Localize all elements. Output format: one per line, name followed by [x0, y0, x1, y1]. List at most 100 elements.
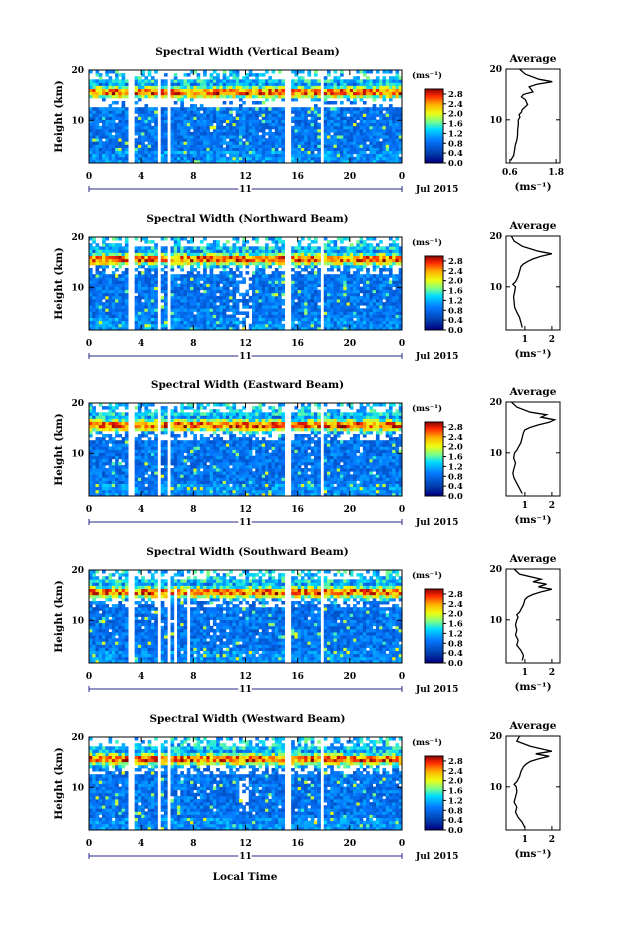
- heatmap-cell: [310, 283, 315, 287]
- heatmap-cell: [330, 286, 334, 291]
- heatmap-cell: [359, 150, 364, 155]
- heatmap-cell: [118, 320, 122, 325]
- heatmap-cell: [170, 85, 175, 89]
- heatmap-cell: [115, 122, 119, 127]
- heatmap-cell: [333, 305, 338, 309]
- colorbar-segment: [425, 120, 443, 123]
- heatmap-cell: [353, 91, 357, 96]
- heatmap-cell: [232, 277, 237, 281]
- heatmap-cell: [141, 249, 145, 253]
- heatmap-cell: [232, 150, 237, 155]
- heatmap-cell: [186, 317, 191, 322]
- heatmap-cell: [92, 483, 96, 488]
- heatmap-cell: [346, 122, 351, 127]
- heatmap-cell: [177, 128, 181, 133]
- heatmap-cell: [265, 70, 269, 74]
- heatmap-cell: [186, 252, 191, 256]
- heatmap-cell: [258, 320, 263, 325]
- heatmap-cell: [203, 153, 207, 158]
- heatmap-cell: [134, 128, 139, 133]
- heatmap-cell: [173, 302, 178, 306]
- heatmap-cell: [98, 461, 103, 466]
- heatmap-cell: [392, 320, 396, 325]
- heatmap-cell: [141, 82, 145, 86]
- heatmap-cell: [154, 271, 158, 275]
- heatmap-cell: [212, 144, 217, 148]
- heatmap-cell: [395, 261, 400, 266]
- heatmap-cell: [177, 274, 181, 278]
- heatmap-cell: [291, 246, 295, 250]
- heatmap-cell: [372, 156, 377, 161]
- heatmap-cell: [300, 311, 305, 315]
- heatmap-cell: [216, 311, 220, 315]
- heatmap-cell: [307, 323, 312, 328]
- heatmap-cell: [297, 246, 302, 250]
- heatmap-cell: [105, 132, 109, 136]
- heatmap-cell: [382, 302, 387, 306]
- heatmap-cell: [118, 326, 122, 331]
- heatmap-cell: [180, 280, 184, 284]
- heatmap-cell: [349, 144, 354, 148]
- heatmap-cell: [180, 107, 184, 111]
- heatmap-cell: [248, 249, 253, 253]
- colorbar-tick-label: 2.8: [448, 257, 463, 267]
- heatmap-cell: [349, 101, 354, 105]
- heatmap-cell: [291, 249, 295, 253]
- heatmap-cell: [92, 119, 96, 124]
- heatmap-cell: [222, 261, 227, 266]
- heatmap-cell: [359, 135, 364, 139]
- heatmap-cell: [206, 305, 211, 309]
- heatmap-cell: [261, 132, 266, 136]
- heatmap-cell: [219, 314, 224, 318]
- heatmap-cell: [222, 85, 227, 89]
- heatmap-cell: [163, 286, 168, 291]
- colorbar-segment: [425, 298, 443, 301]
- heatmap-cell: [163, 317, 168, 322]
- heatmap-cell: [313, 144, 318, 148]
- heatmap-cell: [274, 280, 279, 284]
- heatmap-cell: [333, 150, 338, 155]
- heatmap-cell: [388, 125, 393, 130]
- heatmap-cell: [219, 277, 224, 281]
- heatmap-cell: [212, 113, 217, 117]
- heatmap-cell: [209, 107, 214, 111]
- heatmap-cell: [92, 320, 96, 325]
- heatmap-cell: [102, 116, 106, 120]
- heatmap-cell: [323, 283, 328, 287]
- heatmap-cell: [105, 314, 109, 318]
- heatmap-cell: [222, 252, 227, 256]
- heatmap-cell: [209, 320, 214, 325]
- heatmap-cell: [219, 246, 224, 250]
- heatmap-cell: [108, 85, 113, 89]
- heatmap-cell: [392, 141, 396, 145]
- heatmap-cell: [144, 125, 149, 130]
- heatmap-cell: [173, 82, 178, 86]
- heatmap-cell: [235, 147, 240, 151]
- heatmap-cell: [206, 107, 211, 111]
- heatmap-cell: [134, 79, 139, 83]
- heatmap-cell: [115, 153, 119, 158]
- heatmap-cell: [134, 159, 139, 164]
- heatmap-cell: [203, 116, 207, 120]
- x-tick-label: 20: [344, 172, 357, 182]
- heatmap-cell: [209, 76, 214, 80]
- heatmap-cell: [353, 252, 357, 256]
- heatmap-cell: [278, 295, 282, 300]
- heatmap-cell: [366, 135, 370, 139]
- heatmap-cell: [124, 125, 129, 130]
- heatmap-cell: [203, 110, 207, 114]
- heatmap-cell: [134, 274, 139, 278]
- heatmap-cell: [362, 249, 367, 253]
- heatmap-cell: [353, 82, 357, 86]
- heatmap-cell: [349, 82, 354, 86]
- heatmap-cell: [300, 292, 305, 297]
- heatmap-cell: [353, 283, 357, 287]
- heatmap-cell: [121, 110, 126, 114]
- heatmap-cell: [346, 138, 351, 142]
- heatmap-cell: [359, 277, 364, 281]
- heatmap-cell: [336, 113, 341, 117]
- heatmap-cell: [274, 153, 279, 158]
- heatmap-cell: [160, 94, 165, 99]
- heatmap-cell: [375, 110, 380, 114]
- heatmap-cell: [150, 258, 155, 263]
